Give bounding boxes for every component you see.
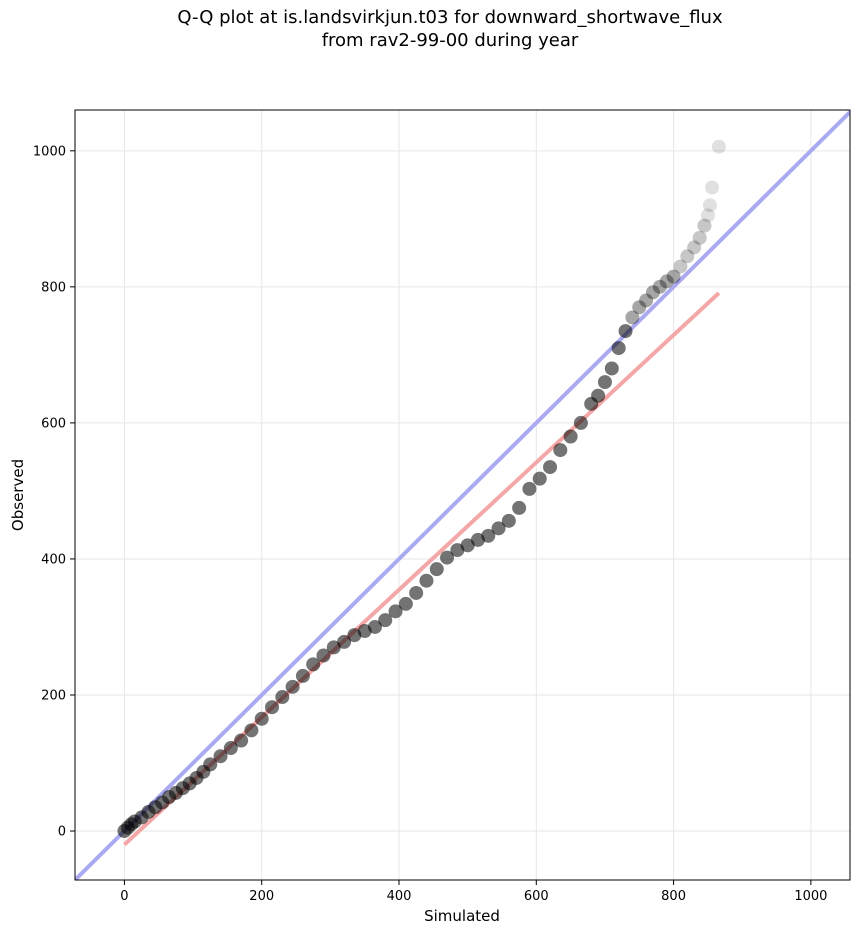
data-point: [491, 521, 506, 536]
x-tick-label: 600: [524, 889, 549, 904]
data-point: [460, 538, 475, 553]
data-point: [591, 388, 606, 403]
data-point: [234, 733, 249, 748]
data-point: [687, 240, 702, 255]
y-axis-ticks: 0 200 400 600 800 1000: [33, 144, 75, 840]
data-point: [705, 180, 720, 195]
data-point: [553, 443, 568, 458]
x-tick-label: 200: [249, 889, 274, 904]
y-tick-label: 400: [41, 552, 66, 567]
data-point: [573, 415, 588, 430]
y-axis-label: Observed: [9, 459, 27, 531]
data-point: [700, 208, 715, 223]
data-point: [543, 460, 558, 475]
data-point: [680, 249, 695, 264]
data-point: [316, 648, 331, 663]
data-point: [632, 300, 647, 315]
data-point: [367, 619, 382, 634]
plot-frame: [74, 109, 851, 881]
data-point: [265, 700, 280, 715]
data-point: [697, 218, 712, 233]
data-point: [223, 741, 238, 756]
data-point: [673, 259, 688, 274]
data-point: [652, 279, 667, 294]
data-point: [711, 139, 726, 154]
data-point: [597, 375, 612, 390]
trend-lines: [75, 110, 850, 880]
data-point: [659, 274, 674, 289]
data-point: [532, 471, 547, 486]
y-tick-label: 800: [41, 280, 66, 295]
data-point: [398, 596, 413, 611]
data-point: [254, 711, 269, 726]
data-point: [512, 500, 527, 515]
data-point: [203, 757, 218, 772]
y-tick-label: 0: [58, 825, 66, 840]
data-point: [604, 361, 619, 376]
data-point: [285, 679, 300, 694]
data-point: [440, 550, 455, 565]
data-point: [429, 562, 444, 577]
x-tick-label: 0: [120, 889, 128, 904]
data-point: [388, 604, 403, 619]
data-point: [563, 429, 578, 444]
y-tick-label: 1000: [33, 144, 66, 159]
data-point: [419, 573, 434, 588]
data-point: [326, 640, 341, 655]
x-axis-label: Simulated: [424, 907, 500, 925]
data-point: [645, 285, 660, 300]
data-point: [611, 341, 626, 356]
data-point: [213, 749, 228, 764]
data-point: [618, 324, 633, 339]
x-axis-ticks: 0 200 400 600 800 1000: [120, 880, 827, 904]
x-tick-label: 400: [387, 889, 412, 904]
data-point: [409, 585, 424, 600]
data-point: [625, 310, 640, 325]
y-tick-label: 200: [41, 688, 66, 703]
data-point: [481, 528, 496, 543]
data-point: [337, 634, 352, 649]
data-point: [692, 230, 707, 245]
data-point: [501, 513, 516, 528]
chart-title-line-1: Q-Q plot at is.landsvirkjun.t03 for down…: [177, 7, 723, 28]
x-tick-label: 800: [661, 889, 686, 904]
data-point: [295, 668, 310, 683]
chart-title-line-2: from rav2-99-00 during year: [321, 30, 579, 51]
data-point: [306, 657, 321, 672]
data-point: [244, 723, 259, 738]
data-point: [275, 690, 290, 705]
data-point: [702, 198, 717, 213]
data-points: [117, 139, 726, 839]
data-point: [639, 293, 654, 308]
data-point: [666, 269, 681, 284]
data-point: [378, 613, 393, 628]
chart-title: Q-Q plot at is.landsvirkjun.t03 for down…: [0, 6, 860, 52]
data-point: [522, 481, 537, 496]
one-to-one-line: [75, 110, 850, 880]
grid-lines: [75, 110, 850, 880]
y-tick-label: 600: [41, 416, 66, 431]
x-tick-label: 1000: [794, 889, 827, 904]
